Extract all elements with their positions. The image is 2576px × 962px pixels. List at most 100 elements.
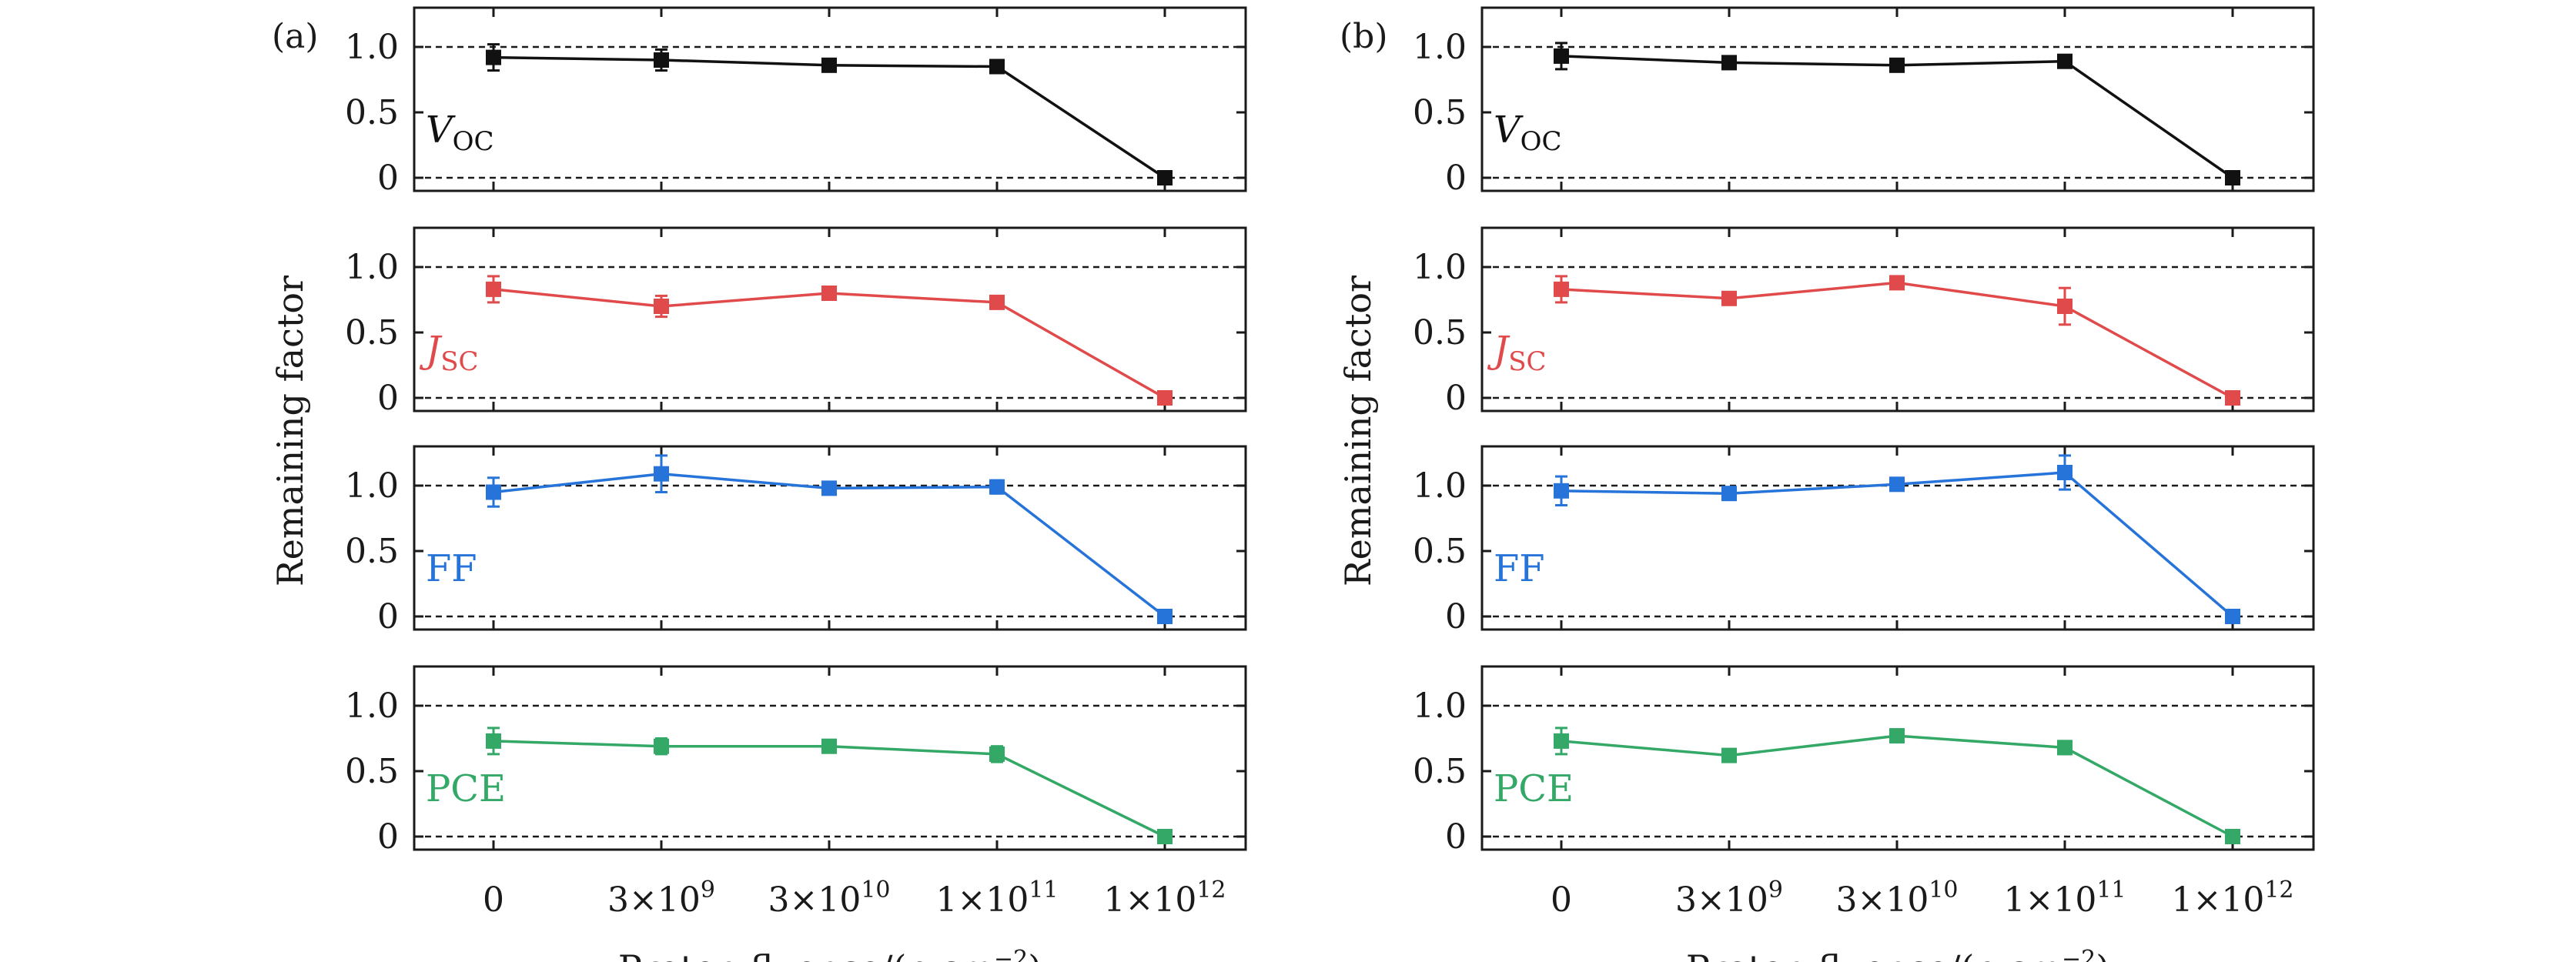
- x-tick-label-base: 1×10: [2003, 880, 2096, 920]
- series-label-jsc: JSC: [1487, 329, 1547, 377]
- y-tick-label: 0: [1445, 379, 1467, 418]
- data-point: [1157, 170, 1173, 185]
- series-label-main: PCE: [426, 767, 506, 810]
- data-point: [1721, 290, 1737, 306]
- subplot-ff: 1.0 0.5 0 FF: [345, 445, 1247, 636]
- x-tick-label: 3×109: [607, 877, 715, 920]
- data-point: [1889, 476, 1905, 493]
- y-tick-label: 0: [377, 379, 399, 418]
- data-point: [1157, 829, 1173, 844]
- y-tick-label: 1.0: [1413, 466, 1467, 506]
- y-tick-label: 0: [377, 159, 399, 198]
- series-label-main: V: [426, 109, 456, 152]
- x-axis-label-main: Proton fluence/(p·cm: [618, 947, 994, 962]
- data-point: [989, 58, 1005, 75]
- x-tick-label: 0: [483, 880, 504, 920]
- x-tick-label-base: 3×10: [607, 880, 701, 920]
- data-point: [1721, 486, 1737, 502]
- data-point: [1721, 55, 1737, 71]
- data-point: [654, 738, 669, 754]
- x-tick-label-exponent: 11: [1029, 877, 1058, 904]
- series-label-sub: OC: [453, 126, 494, 157]
- data-point: [1889, 275, 1905, 291]
- y-tick-label: 0.5: [1413, 752, 1467, 791]
- axes-frame: [413, 665, 1247, 851]
- x-axis-label-close: ): [2096, 947, 2109, 962]
- y-tick-label: 0.5: [345, 93, 399, 132]
- subplot-pce: 1.0 0.5 0 PCE: [345, 665, 1247, 857]
- data-point: [2057, 740, 2073, 756]
- axes-frame: [1480, 445, 2315, 631]
- x-tick-label: 1×1011: [935, 877, 1058, 920]
- y-tick-label: 1.0: [345, 28, 399, 67]
- x-tick-label-exponent: 11: [2096, 877, 2126, 904]
- series-line-pce: [493, 740, 1166, 838]
- y-tick-label: 1.0: [1413, 248, 1467, 287]
- series-label-sub: SC: [1508, 346, 1546, 377]
- x-tick-label: 3×1010: [1835, 877, 1958, 920]
- y-tick-label: 1.0: [345, 466, 399, 506]
- x-tick-label-base: 0: [483, 880, 504, 920]
- series-label-voc: VOC: [1494, 109, 1562, 157]
- series-label-main: FF: [1494, 547, 1545, 590]
- series-line-jsc: [1561, 281, 2233, 399]
- data-point: [1721, 747, 1737, 763]
- x-tick-label-exponent: 9: [1768, 877, 1783, 904]
- series-label-voc: VOC: [426, 109, 494, 157]
- series-line-ff: [1561, 471, 2234, 618]
- axes-frame: [1480, 226, 2315, 413]
- x-axis-label: Proton fluence/(p·cm−2): [1686, 946, 2109, 962]
- data-point: [1889, 728, 1905, 744]
- x-tick-label-base: 0: [1551, 880, 1572, 920]
- data-point: [486, 733, 501, 749]
- x-tick-label-exponent: 9: [701, 877, 715, 904]
- series-label-main: FF: [426, 547, 477, 590]
- x-axis-label-exponent: −2: [994, 946, 1028, 962]
- subplot-pce: 1.0 0.5 0 PCE: [1413, 665, 2315, 857]
- y-tick-label: 0: [1445, 817, 1467, 857]
- y-tick-label: 0.5: [345, 532, 399, 571]
- data-point: [1554, 483, 1569, 499]
- y-tick-label: 0.5: [1413, 532, 1467, 571]
- data-point: [2225, 829, 2240, 844]
- data-point: [2057, 53, 2073, 69]
- series-label-main: J: [1487, 329, 1510, 372]
- subplot-ff: 1.0 0.5 0 FF: [1413, 445, 2315, 636]
- data-point: [2225, 390, 2240, 406]
- series-line-jsc: [493, 288, 1166, 399]
- data-point: [2057, 465, 2073, 480]
- data-point: [821, 738, 837, 754]
- x-tick-label: 1×1012: [2171, 877, 2293, 920]
- x-axis-label: Proton fluence/(p·cm−2): [618, 946, 1042, 962]
- x-tick-label-exponent: 12: [2264, 877, 2293, 904]
- x-axis-label-exponent: −2: [2062, 946, 2096, 962]
- y-tick-label: 0.5: [345, 313, 399, 352]
- x-tick-label: 3×1010: [768, 877, 890, 920]
- data-point: [486, 484, 501, 500]
- data-point: [1554, 281, 1569, 297]
- x-tick-label-exponent: 10: [861, 877, 890, 904]
- series-label-sub: SC: [440, 346, 478, 377]
- data-point: [2225, 170, 2240, 185]
- x-tick-label: 0: [1551, 880, 1572, 920]
- axes-frame: [1480, 665, 2315, 851]
- x-tick-label-exponent: 10: [1929, 877, 1958, 904]
- data-point: [1554, 48, 1569, 64]
- data-point: [654, 299, 669, 314]
- x-tick-label: 1×1012: [1103, 877, 1226, 920]
- x-tick-label-base: 3×10: [1835, 880, 1929, 920]
- y-tick-label: 1.0: [1413, 686, 1467, 726]
- x-tick-label-base: 3×10: [768, 880, 861, 920]
- data-point: [1554, 733, 1569, 749]
- y-tick-label: 0.5: [345, 752, 399, 791]
- y-axis-label: Remaining factor: [1337, 276, 1379, 586]
- series-label-pce: PCE: [1494, 767, 1574, 810]
- axes-frame: [413, 226, 1247, 413]
- data-point: [1157, 609, 1173, 624]
- x-tick-label-base: 1×10: [935, 880, 1029, 920]
- data-point: [2225, 609, 2240, 624]
